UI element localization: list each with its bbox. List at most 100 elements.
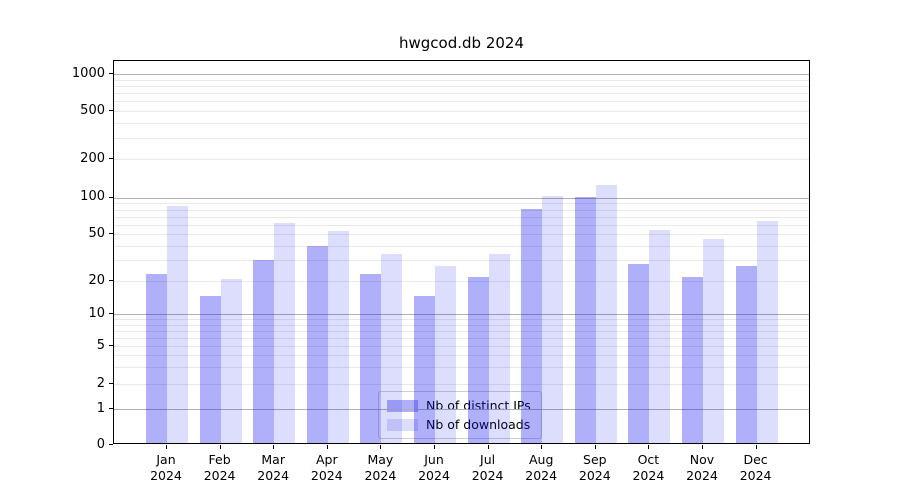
- grid-line-minor: [114, 346, 809, 347]
- x-tick-mark: [380, 445, 382, 449]
- grid-line-major: [114, 197, 809, 199]
- x-tick-label: Jul 2024: [471, 452, 504, 483]
- y-tick-label: 100: [80, 189, 105, 205]
- bar-downloads: [703, 238, 724, 443]
- legend-item: Nb of downloads: [387, 417, 531, 432]
- bar-downloads: [649, 230, 671, 443]
- bar-downloads: [435, 265, 456, 443]
- grid-line-minor: [114, 281, 809, 282]
- x-tick-label: Feb 2024: [203, 452, 236, 483]
- grid-line-minor: [114, 137, 809, 139]
- bar-downloads: [220, 279, 242, 443]
- x-tick-label: Nov 2024: [686, 452, 718, 483]
- grid-line-minor: [114, 330, 809, 332]
- grid-line-minor: [114, 367, 809, 369]
- y-tick-label: 0: [96, 436, 105, 452]
- legend-swatch-distinct-ips: [387, 399, 418, 412]
- bar-downloads: [327, 231, 349, 443]
- y-tick-mark: [109, 313, 113, 315]
- grid-line-minor: [114, 355, 809, 357]
- y-tick-mark: [109, 280, 113, 281]
- grid-line-minor: [114, 234, 809, 236]
- grid-line-minor: [114, 209, 809, 211]
- grid-line-major: [114, 74, 809, 76]
- y-tick-mark: [109, 158, 113, 160]
- plot-area: Nb of distinct IPs Nb of downloads: [113, 60, 810, 444]
- y-tick-label: 20: [88, 272, 105, 288]
- y-tick-mark: [109, 444, 113, 445]
- x-tick-mark: [755, 445, 757, 449]
- legend-label: Nb of distinct IPs: [426, 398, 531, 413]
- x-tick-label: Dec 2024: [739, 452, 772, 483]
- y-tick-label: 500: [80, 102, 105, 118]
- grid-line-minor: [114, 337, 809, 339]
- x-tick-label: Sep 2024: [578, 452, 611, 483]
- legend-item: Nb of distinct IPs: [387, 398, 531, 413]
- grid-line-major: [114, 409, 809, 411]
- bar-downloads: [274, 222, 296, 443]
- grid-line-minor: [114, 245, 809, 247]
- x-tick-mark: [219, 445, 221, 449]
- grid-line-minor: [114, 86, 809, 88]
- grid-line-minor: [114, 111, 809, 112]
- bar-distinct-ips: [414, 296, 435, 443]
- x-tick-mark: [487, 445, 489, 449]
- grid-line-minor: [114, 79, 809, 81]
- x-tick-mark: [648, 445, 650, 449]
- bar-distinct-ips: [682, 276, 703, 443]
- x-tick-mark: [166, 445, 167, 449]
- y-tick-label: 5: [96, 337, 105, 353]
- y-tick-mark: [109, 408, 113, 410]
- grid-line-minor: [114, 93, 809, 95]
- y-tick-mark: [109, 233, 113, 235]
- x-tick-label: May 2024: [364, 452, 397, 483]
- y-tick-mark: [109, 383, 113, 385]
- bar-distinct-ips: [521, 208, 543, 443]
- x-tick-label: Aug 2024: [525, 452, 558, 483]
- bar-distinct-ips: [146, 274, 167, 443]
- bar-distinct-ips: [360, 274, 382, 443]
- x-tick-mark: [434, 445, 435, 449]
- grid-line-minor: [114, 384, 809, 386]
- bar-downloads: [542, 195, 564, 443]
- y-tick-label: 1: [96, 400, 105, 416]
- grid-line-minor: [114, 260, 809, 262]
- legend: Nb of distinct IPs Nb of downloads: [378, 391, 542, 439]
- x-tick-label: Oct 2024: [632, 452, 665, 483]
- bar-distinct-ips: [253, 260, 275, 443]
- y-tick-mark: [109, 345, 113, 346]
- y-tick-mark: [109, 73, 113, 75]
- y-tick-mark: [109, 110, 113, 111]
- x-tick-mark: [326, 445, 328, 449]
- x-tick-mark: [702, 445, 703, 449]
- y-tick-label: 2: [96, 375, 105, 391]
- x-tick-mark: [594, 445, 596, 449]
- y-tick-label: 50: [88, 225, 105, 241]
- bar-distinct-ips: [199, 296, 221, 443]
- x-tick-label: Apr 2024: [310, 452, 343, 483]
- y-tick-mark: [109, 196, 113, 198]
- x-tick-mark: [541, 445, 543, 449]
- bar-distinct-ips: [467, 276, 489, 443]
- bar-distinct-ips: [574, 196, 596, 443]
- bar-distinct-ips: [628, 263, 650, 443]
- legend-swatch-downloads: [387, 418, 418, 431]
- grid-line-minor: [114, 101, 809, 103]
- grid-line-minor: [114, 224, 809, 226]
- bar-downloads: [756, 220, 778, 443]
- bar-distinct-ips: [735, 265, 757, 443]
- bar-downloads: [595, 184, 617, 443]
- grid-line-minor: [114, 203, 809, 205]
- grid-line-minor: [114, 122, 809, 124]
- x-tick-label: Mar 2024: [257, 452, 290, 483]
- y-tick-label: 200: [80, 150, 105, 166]
- x-tick-label: Jun 2024: [418, 452, 450, 483]
- chart-title: hwgcod.db 2024: [399, 34, 524, 52]
- bar-downloads: [488, 253, 510, 443]
- grid-line-major: [114, 314, 809, 316]
- grid-line-minor: [114, 159, 809, 161]
- legend-label: Nb of downloads: [426, 417, 531, 432]
- y-tick-label: 10: [88, 305, 105, 321]
- grid-line-minor: [114, 319, 809, 321]
